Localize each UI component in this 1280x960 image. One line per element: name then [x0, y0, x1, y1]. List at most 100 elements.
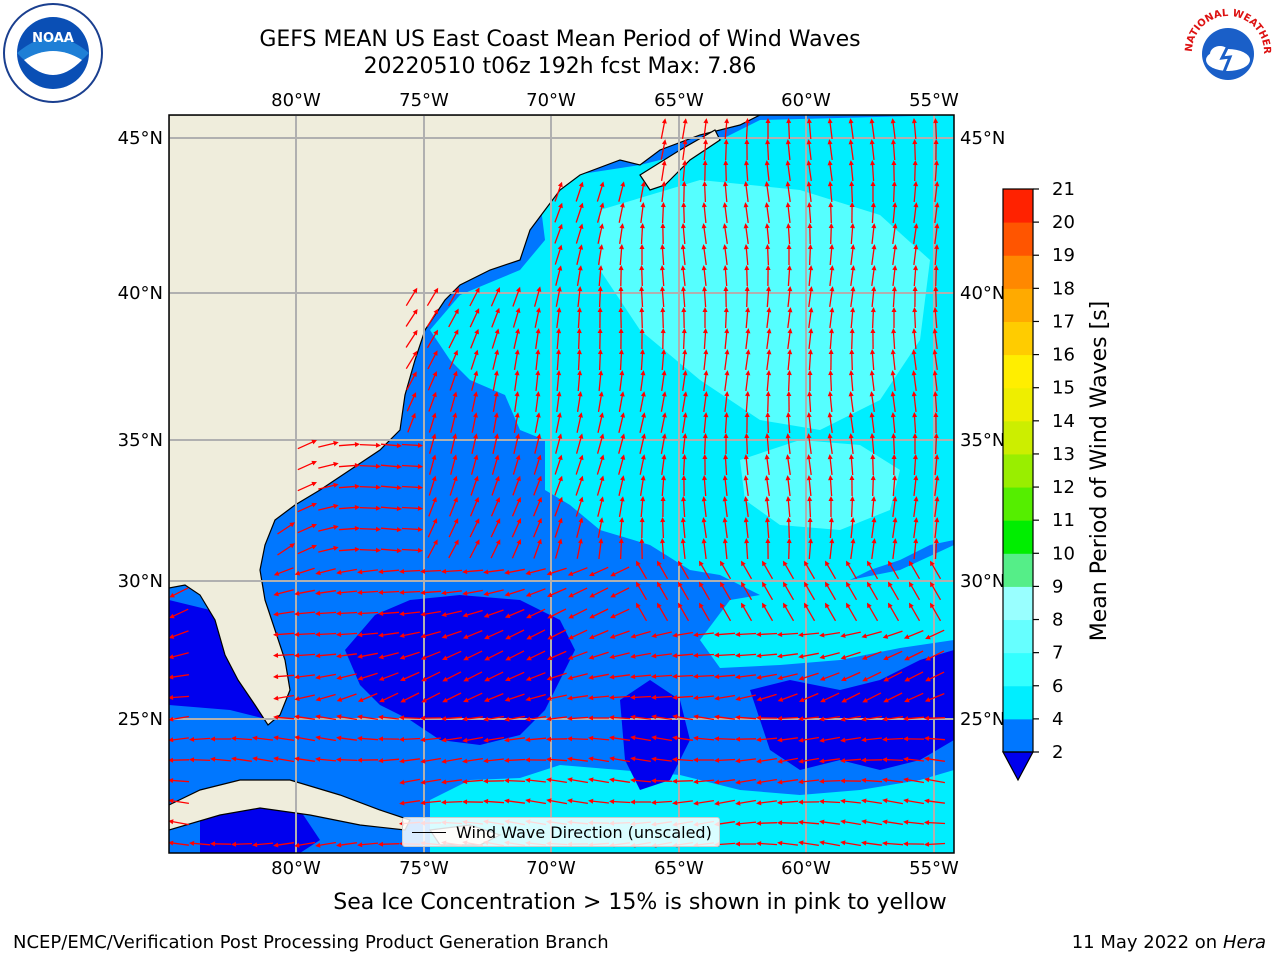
wave-direction-arrowhead: [357, 632, 363, 638]
wave-direction-arrowhead: [556, 412, 562, 418]
wave-direction-arrow: [570, 608, 588, 618]
wave-direction-arrowhead: [849, 349, 855, 355]
wave-direction-arrow: [444, 671, 462, 681]
wave-direction-arrowhead: [357, 653, 363, 659]
wave-direction-arrow: [724, 499, 728, 517]
wave-direction-arrow: [428, 436, 436, 454]
footer-machine: Hera: [1222, 932, 1266, 953]
wave-direction-arrow: [864, 630, 882, 638]
wave-direction-arrow: [450, 415, 456, 433]
wave-direction-arrowhead: [744, 412, 750, 417]
wave-direction-arrowhead: [399, 800, 405, 806]
wave-direction-arrowhead: [546, 736, 552, 742]
wave-direction-arrow: [632, 695, 652, 699]
wave-direction-arrowhead: [744, 139, 750, 144]
wave-direction-arrowhead: [870, 475, 876, 481]
wave-direction-arrow: [548, 758, 568, 762]
wave-direction-arrow: [674, 674, 694, 678]
wave-direction-arrowhead: [483, 697, 490, 702]
wave-direction-arrow: [619, 519, 623, 539]
wave-direction-arrowhead: [798, 675, 805, 681]
wave-direction-arrowhead: [693, 800, 699, 806]
wave-direction-arrow: [682, 288, 686, 308]
wave-direction-arrow: [171, 737, 189, 741]
wave-direction-arrow: [871, 309, 875, 329]
wave-direction-arrow: [913, 373, 917, 391]
wave-direction-arrowhead: [610, 571, 616, 577]
wave-direction-arrowhead: [620, 475, 625, 481]
wave-direction-arrow: [590, 778, 610, 784]
wave-direction-arrowhead: [869, 370, 875, 376]
wave-direction-arrow: [745, 120, 749, 140]
wave-direction-arrowhead: [798, 737, 804, 743]
wave-direction-arrow: [612, 779, 630, 783]
wave-direction-arrowhead: [336, 675, 342, 681]
wave-direction-arrow: [871, 162, 875, 182]
wave-direction-arrow: [450, 457, 456, 475]
wave-direction-arrowhead: [516, 539, 522, 545]
lon-label-bottom: 75°W: [399, 858, 449, 879]
wave-direction-arrow: [674, 695, 694, 699]
wave-direction-arrow: [549, 587, 567, 597]
wave-direction-arrow: [359, 737, 379, 741]
svg-text:NOAA: NOAA: [32, 31, 74, 46]
wave-direction-arrowhead: [516, 497, 521, 503]
wave-direction-arrowhead: [169, 613, 175, 619]
wave-direction-arrowhead: [762, 602, 767, 609]
wave-direction-arrowhead: [315, 674, 321, 680]
wave-direction-arrow: [406, 394, 416, 412]
wave-direction-arrowhead: [651, 735, 657, 741]
wave-direction-arrow: [787, 267, 791, 287]
wave-direction-arrowhead: [680, 223, 686, 229]
wave-direction-arrowhead: [783, 581, 788, 588]
wave-direction-arrow: [703, 414, 707, 434]
wave-direction-arrow: [660, 121, 666, 139]
wave-direction-arrowhead: [785, 181, 791, 187]
wave-direction-arrowhead: [681, 328, 687, 334]
wave-direction-arrow: [864, 842, 882, 846]
wave-direction-arrowhead: [888, 602, 893, 609]
wave-direction-arrowhead: [871, 496, 877, 502]
wave-direction-arrowhead: [336, 569, 342, 575]
lon-label-bottom: 55°W: [909, 858, 959, 879]
wave-direction-arrowhead: [557, 265, 563, 271]
wave-direction-arrow: [577, 372, 581, 392]
wave-direction-arrow: [427, 352, 437, 370]
wave-direction-arrowhead: [714, 652, 720, 658]
wave-direction-arrowhead: [933, 538, 939, 544]
wave-direction-arrow: [864, 692, 882, 702]
wave-direction-arrowhead: [547, 592, 553, 598]
wave-direction-arrow: [737, 778, 757, 784]
wave-direction-arrowhead: [333, 461, 339, 467]
wave-direction-arrowhead: [169, 634, 175, 639]
wave-direction-arrow: [867, 562, 879, 580]
wave-direction-arrowhead: [546, 696, 552, 701]
wave-direction-arrowhead: [903, 798, 909, 804]
wave-direction-arrow: [491, 310, 499, 328]
wave-direction-arrowhead: [808, 538, 813, 544]
wave-direction-arrow: [850, 309, 854, 329]
wave-direction-arrow: [485, 800, 505, 804]
noaa-logo: NOAA: [3, 3, 103, 103]
wave-direction-arrow: [829, 393, 833, 413]
wave-direction-arrowhead: [473, 370, 479, 376]
wave-direction-arrow: [636, 583, 648, 601]
wave-direction-arrow: [450, 436, 456, 454]
wave-direction-arrow: [296, 611, 316, 615]
wave-direction-arrow: [884, 820, 904, 826]
wave-direction-arrow: [360, 569, 378, 573]
wave-direction-arrowhead: [618, 265, 624, 271]
wave-direction-arrowhead: [630, 714, 636, 720]
wave-direction-arrow: [569, 799, 589, 805]
wave-direction-arrowhead: [333, 545, 339, 551]
wave-direction-arrow: [422, 610, 442, 616]
wave-direction-arrowhead: [399, 715, 405, 721]
wave-direction-arrowhead: [558, 223, 563, 230]
wave-direction-arrowhead: [514, 391, 520, 397]
wave-direction-arrowhead: [827, 454, 833, 460]
wave-direction-arrowhead: [756, 800, 762, 806]
wave-direction-arrowhead: [848, 391, 854, 397]
wave-direction-arrowhead: [525, 798, 531, 804]
wave-direction-arrow: [490, 499, 500, 517]
wave-direction-arrow: [575, 226, 583, 244]
